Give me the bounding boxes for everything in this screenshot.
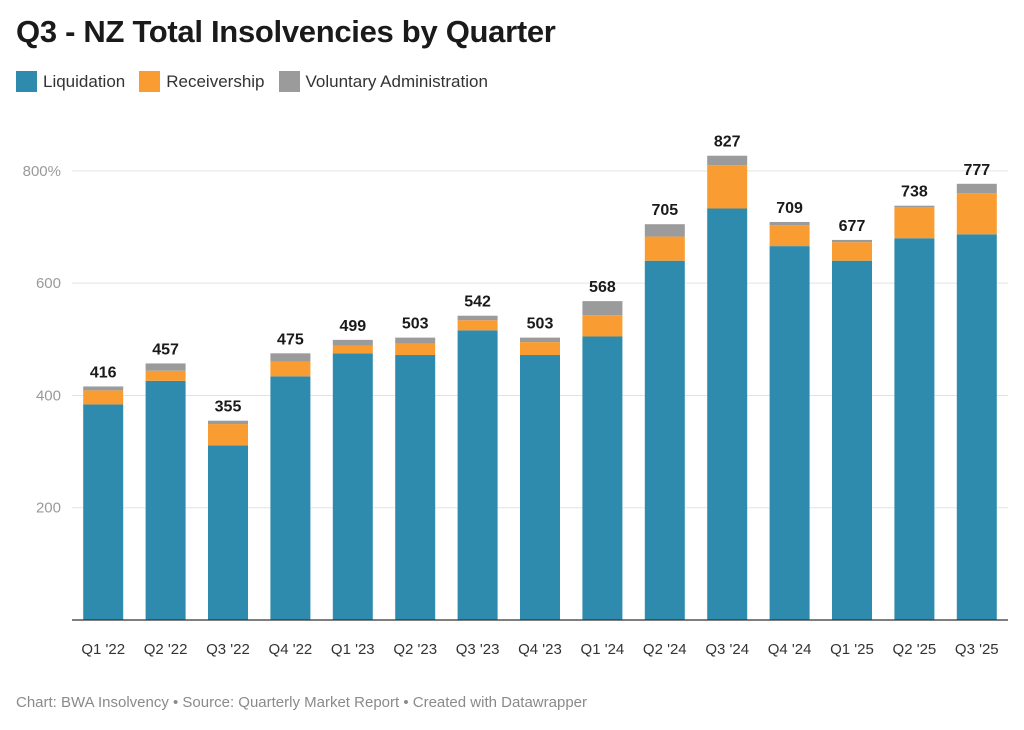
x-category-label: Q3 '23 bbox=[456, 641, 500, 658]
bar-segment-receivership bbox=[83, 390, 124, 405]
bar-segment-liquidation bbox=[894, 238, 935, 621]
x-category-label: Q4 '23 bbox=[518, 641, 562, 658]
bar-segment-liquidation bbox=[582, 336, 623, 620]
bar-segment-liquidation bbox=[457, 330, 498, 620]
x-category-label: Q2 '23 bbox=[393, 641, 437, 658]
bar-segment-receivership bbox=[332, 345, 373, 354]
bar-segment-liquidation bbox=[270, 376, 311, 620]
legend-item-voluntary-administration: Voluntary Administration bbox=[278, 71, 488, 92]
bar-total-label: 503 bbox=[402, 316, 429, 333]
legend-item-receivership: Receivership bbox=[139, 71, 265, 92]
bar-segment-liquidation bbox=[395, 355, 436, 620]
bar-total-label: 457 bbox=[152, 341, 179, 358]
bar-segment-receivership bbox=[894, 207, 935, 239]
y-tick-label: 600 bbox=[36, 275, 61, 292]
legend-item-liquidation: Liquidation bbox=[16, 71, 125, 92]
bar-segment-voluntary-administration bbox=[208, 420, 248, 425]
x-category-label: Q1 '24 bbox=[581, 641, 625, 658]
bar-total-label: 677 bbox=[839, 218, 866, 235]
bar-segment-voluntary-administration bbox=[644, 224, 685, 237]
chart-title: Q3 - NZ Total Insolvencies by Quarter bbox=[16, 14, 556, 49]
chart-footer: Chart: BWA Insolvency • Source: Quarterl… bbox=[16, 694, 588, 711]
y-tick-label: 800% bbox=[23, 163, 61, 180]
bar-segment-receivership bbox=[644, 236, 685, 261]
bar-segment-receivership bbox=[270, 361, 311, 377]
legend-label-voluntary-administration: Voluntary Administration bbox=[305, 71, 488, 91]
bar-total-label: 503 bbox=[527, 316, 554, 333]
x-category-label: Q3 '25 bbox=[955, 641, 999, 658]
bar-segment-voluntary-administration bbox=[83, 386, 124, 391]
bar-segment-voluntary-administration bbox=[145, 363, 186, 371]
x-category-label: Q3 '24 bbox=[705, 641, 749, 658]
bar-segment-voluntary-administration bbox=[520, 337, 560, 343]
bar-segment-liquidation bbox=[520, 355, 560, 620]
bar-segment-receivership bbox=[707, 165, 748, 209]
legend-swatch-voluntary-administration bbox=[278, 71, 300, 92]
bar-segment-voluntary-administration bbox=[832, 239, 872, 243]
bar-segment-receivership bbox=[395, 343, 436, 356]
bar-segment-voluntary-administration bbox=[582, 301, 623, 316]
bar-segment-voluntary-administration bbox=[457, 315, 498, 321]
bar-segment-receivership bbox=[208, 424, 248, 446]
bar-segment-receivership bbox=[769, 225, 810, 247]
bar-total-label: 416 bbox=[90, 364, 117, 381]
bar-segment-receivership bbox=[457, 320, 498, 331]
bar-segment-voluntary-administration bbox=[395, 337, 436, 344]
bar-total-label: 355 bbox=[215, 399, 242, 416]
bar-total-label: 738 bbox=[901, 184, 928, 201]
bar-segment-liquidation bbox=[707, 208, 748, 620]
bar-segment-receivership bbox=[956, 193, 997, 235]
legend-swatch-receivership bbox=[139, 71, 161, 92]
y-tick-label: 200 bbox=[36, 500, 61, 517]
bar-total-label: 827 bbox=[714, 134, 741, 151]
x-category-label: Q3 '22 bbox=[206, 641, 250, 658]
y-tick-label: 400 bbox=[36, 387, 61, 404]
bar-total-label: 475 bbox=[277, 331, 304, 348]
bar-segment-liquidation bbox=[956, 234, 997, 620]
x-category-label: Q1 '23 bbox=[331, 641, 375, 658]
bar-segment-voluntary-administration bbox=[707, 155, 748, 166]
bar-total-label: 568 bbox=[589, 279, 616, 296]
legend-swatch-liquidation bbox=[16, 71, 37, 92]
x-category-label: Q1 '25 bbox=[830, 641, 874, 658]
bar-segment-receivership bbox=[582, 315, 623, 337]
legend-label-liquidation: Liquidation bbox=[43, 71, 126, 91]
x-category-label: Q2 '24 bbox=[643, 641, 687, 658]
bar-total-label: 542 bbox=[464, 294, 491, 311]
x-category-label: Q2 '22 bbox=[144, 641, 188, 658]
bar-segment-liquidation bbox=[769, 246, 810, 620]
x-category-label: Q1 '22 bbox=[81, 641, 125, 658]
bar-segment-receivership bbox=[832, 242, 872, 261]
bar-segment-voluntary-administration bbox=[332, 339, 373, 346]
legend-label-receivership: Receivership bbox=[166, 71, 265, 91]
legend: Liquidation Receivership Voluntary Admin… bbox=[16, 71, 502, 92]
bar-segment-voluntary-administration bbox=[894, 205, 935, 208]
bar-total-label: 777 bbox=[963, 162, 990, 179]
bar-segment-receivership bbox=[520, 342, 560, 356]
bar-total-label: 499 bbox=[339, 318, 366, 335]
bar-segment-voluntary-administration bbox=[769, 221, 810, 226]
bar-segment-receivership bbox=[145, 370, 186, 381]
bar-segment-liquidation bbox=[208, 445, 248, 620]
bar-segment-liquidation bbox=[332, 353, 373, 620]
x-category-label: Q2 '25 bbox=[893, 641, 937, 658]
bar-segment-voluntary-administration bbox=[270, 353, 311, 362]
bar-segment-voluntary-administration bbox=[956, 183, 997, 194]
x-category-label: Q4 '22 bbox=[269, 641, 313, 658]
bar-segment-liquidation bbox=[832, 260, 872, 620]
bar-segment-liquidation bbox=[644, 260, 685, 620]
bar-segment-liquidation bbox=[145, 380, 186, 620]
x-category-label: Q4 '24 bbox=[768, 641, 812, 658]
bar-segment-liquidation bbox=[83, 404, 124, 620]
bar-total-label: 709 bbox=[776, 200, 803, 217]
bar-total-label: 705 bbox=[651, 202, 678, 219]
